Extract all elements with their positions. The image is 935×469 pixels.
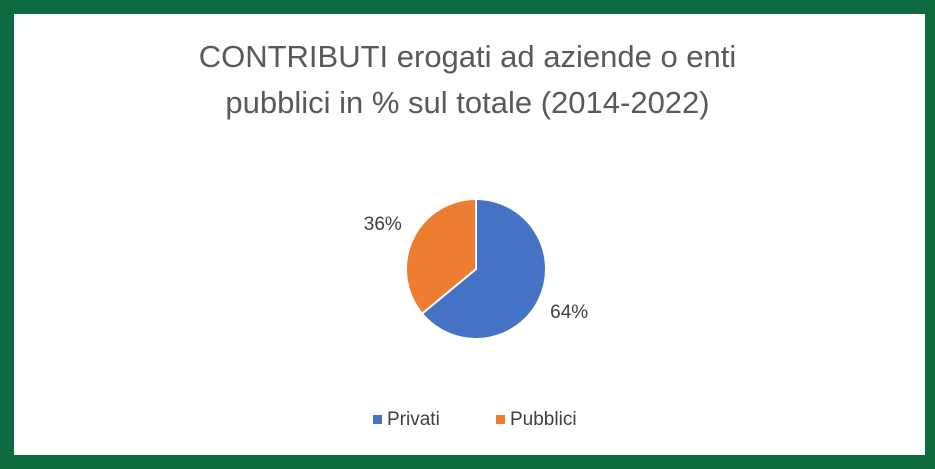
chart-title: CONTRIBUTI erogati ad aziende o enti pub…	[198, 39, 737, 120]
legend-label: Pubblici	[510, 409, 577, 430]
legend-swatch	[496, 415, 505, 424]
pie-slice	[405, 197, 477, 316]
legend-label: Privati	[387, 409, 440, 430]
legend-swatch	[373, 415, 382, 424]
pie-slice	[420, 197, 547, 340]
data-label: 64%	[550, 302, 588, 323]
data-label: 36%	[364, 214, 402, 235]
